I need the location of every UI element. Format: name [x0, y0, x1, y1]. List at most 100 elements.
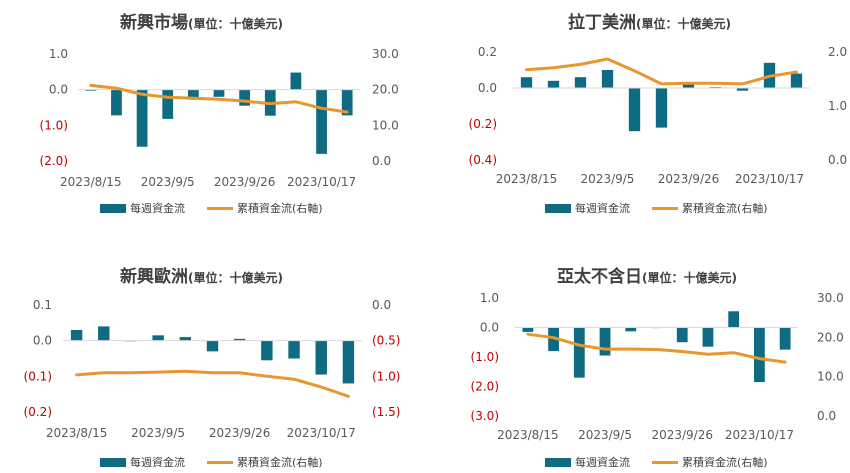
- weekly-flow-bar: [676, 327, 688, 343]
- x-axis-tick-label: 2023/10/17: [287, 175, 356, 189]
- right-axis-tick-label: 0.0: [372, 298, 391, 312]
- weekly-flow-bar: [728, 311, 740, 328]
- weekly-flow-bar: [655, 88, 668, 128]
- chart-title-main: 新興歐洲: [120, 267, 188, 287]
- legend-bar-label: 每週資金流: [575, 456, 630, 469]
- x-axis-tick-label: 2023/10/17: [725, 428, 794, 442]
- x-axis-tick-label: 2023/9/26: [209, 426, 271, 440]
- x-axis-tick-label: 2023/8/15: [46, 426, 108, 440]
- x-axis-tick-label: 2023/9/5: [578, 428, 632, 442]
- chart-title-main: 新興市場: [120, 13, 188, 33]
- right-axis-tick-label: 2.0: [828, 45, 847, 59]
- right-axis-tick-label: 30.0: [817, 291, 844, 305]
- weekly-flow-bar: [599, 327, 611, 356]
- left-axis-tick-label: (0.2): [24, 405, 52, 419]
- x-axis-tick-label: 2023/9/5: [581, 172, 635, 186]
- weekly-flow-bar: [85, 89, 97, 91]
- right-axis-tick-label: 0.0: [817, 409, 836, 423]
- x-axis-tick-label: 2023/10/17: [735, 172, 804, 186]
- left-axis-tick-label: (3.0): [471, 409, 499, 423]
- weekly-flow-bar: [98, 326, 110, 341]
- legend-line-swatch: [652, 206, 678, 210]
- weekly-flow-bar: [136, 89, 148, 147]
- weekly-flow-bar: [548, 327, 559, 352]
- left-axis-tick-label: (0.2): [469, 117, 497, 131]
- legend-line-label: 累積資金流(右軸): [682, 202, 768, 215]
- x-axis-tick-label: 2023/9/5: [141, 175, 195, 189]
- left-axis-tick-label: 0.0: [478, 81, 497, 95]
- x-axis-tick-label: 2023/9/26: [214, 175, 276, 189]
- weekly-flow-bar: [187, 89, 199, 100]
- chart-legend: 每週資金流 累積資金流(右軸): [100, 454, 323, 470]
- legend-bar-swatch: [545, 203, 571, 213]
- x-axis-tick-label: 2023/8/15: [60, 175, 122, 189]
- legend-bar-swatch: [545, 457, 571, 467]
- chart-title: 新興歐洲(單位：十億美元): [120, 262, 283, 287]
- cumulative-flow-line: [89, 83, 349, 114]
- chart-plot: 1.0 0.0 (1.0) (2.0) (3.0) 30.0 20.0 10.0 0.0 2023…: [471, 291, 844, 442]
- weekly-flow-bar: [628, 88, 641, 132]
- left-axis-tick-label: (2.0): [40, 154, 68, 168]
- weekly-flow-bar: [152, 335, 164, 341]
- left-axis-tick-label: (1.0): [471, 350, 499, 364]
- weekly-flow-bar: [316, 89, 327, 154]
- chart-panel-emerging-europe: 新興歐洲(單位：十億美元) 0.1 0.0 (0.1) (0.2) 0.0 (0.5) (1…: [0, 236, 425, 473]
- weekly-flow-bar: [573, 327, 585, 378]
- left-axis-tick-label: 0.0: [480, 321, 499, 335]
- weekly-flow-bar: [779, 327, 791, 350]
- weekly-flow-bar: [233, 338, 246, 341]
- weekly-flow-bar: [625, 327, 637, 332]
- right-axis-tick-label: 10.0: [372, 118, 399, 132]
- chart-panel-asia-pacific-ex-japan: 亞太不含日(單位：十億美元) 1.0 0.0 (1.0) (2.0) (3.0) 30.0…: [425, 236, 850, 473]
- chart-legend: 每週資金流 累積資金流(右軸): [545, 454, 768, 470]
- chart-title-unit: (單位：十億美元): [188, 17, 283, 31]
- chart-title: 拉丁美洲(單位：十億美元): [568, 8, 731, 33]
- weekly-flow-bar: [754, 327, 765, 383]
- weekly-flow-bar: [342, 340, 355, 384]
- legend-line-swatch: [207, 206, 233, 210]
- chart-plot: 1.0 0.0 (1.0) (2.0) 30.0 20.0 10.0 0.0 2023/8/15…: [40, 47, 399, 189]
- chart-plot: 0.2 0.0 (0.2) (0.4) 2.0 1.0 0.0 2023/8/15 2023/9…: [469, 45, 848, 186]
- chart-legend: 每週資金流 累積資金流(右軸): [100, 200, 323, 216]
- right-axis-tick-label: 0.0: [372, 154, 391, 168]
- weekly-flow-bar: [290, 72, 302, 90]
- chart-plot: 0.1 0.0 (0.1) (0.2) 0.0 (0.5) (1.0) (1.5) 2023/8…: [24, 298, 401, 440]
- right-axis-tick-label: (1.5): [372, 405, 400, 419]
- weekly-flow-bar: [682, 84, 695, 88]
- weekly-flow-bar: [288, 340, 300, 359]
- x-axis-tick-label: 2023/8/15: [497, 428, 559, 442]
- left-axis-tick-label: (1.0): [40, 118, 68, 132]
- chart-panel-latin-america: 拉丁美洲(單位：十億美元) 0.2 0.0 (0.2) (0.4) 2.0 1.0 0.0 2…: [425, 0, 850, 236]
- left-axis-tick-label: 0.2: [478, 45, 497, 59]
- weekly-flow-bar: [315, 340, 327, 375]
- chart-title: 亞太不含日(單位：十億美元): [557, 262, 737, 287]
- left-axis-tick-label: 1.0: [480, 291, 499, 305]
- weekly-flow-bar: [111, 89, 122, 116]
- legend-bar-label: 每週資金流: [575, 202, 630, 215]
- weekly-flow-bar: [702, 327, 714, 347]
- weekly-flow-bar: [239, 89, 251, 106]
- x-axis-tick-label: 2023/8/15: [496, 172, 558, 186]
- legend-line-label: 累積資金流(右軸): [237, 456, 323, 469]
- weekly-flow-bar: [261, 340, 273, 361]
- left-axis-tick-label: 0.0: [33, 334, 52, 348]
- chart-title-unit: (單位：十億美元): [642, 271, 737, 285]
- chart-legend: 每週資金流 累積資金流(右軸): [545, 200, 768, 216]
- weekly-flow-bar: [601, 70, 614, 88]
- legend-line-label: 累積資金流(右軸): [682, 456, 768, 469]
- legend-bar-label: 每週資金流: [130, 456, 185, 469]
- left-axis-tick-label: (2.0): [471, 380, 499, 394]
- x-axis-tick-label: 2023/9/26: [658, 172, 720, 186]
- weekly-flow-bar: [547, 80, 560, 88]
- x-axis-tick-label: 2023/10/17: [287, 426, 356, 440]
- right-axis-tick-label: 20.0: [817, 330, 844, 344]
- legend-bar-label: 每週資金流: [130, 202, 185, 215]
- weekly-flow-bar: [736, 88, 749, 91]
- legend-line-label: 累積資金流(右軸): [237, 202, 323, 215]
- weekly-flow-bar: [70, 329, 83, 341]
- right-axis-tick-label: 10.0: [817, 370, 844, 384]
- weekly-flow-bar: [520, 77, 533, 88]
- chart-panel-emerging-markets: 新興市場(單位：十億美元) 1.0 0.0 (1.0) (2.0) 30.0 20.0 10…: [0, 0, 425, 236]
- legend-line-swatch: [207, 460, 233, 464]
- left-axis-tick-label: 1.0: [49, 47, 68, 61]
